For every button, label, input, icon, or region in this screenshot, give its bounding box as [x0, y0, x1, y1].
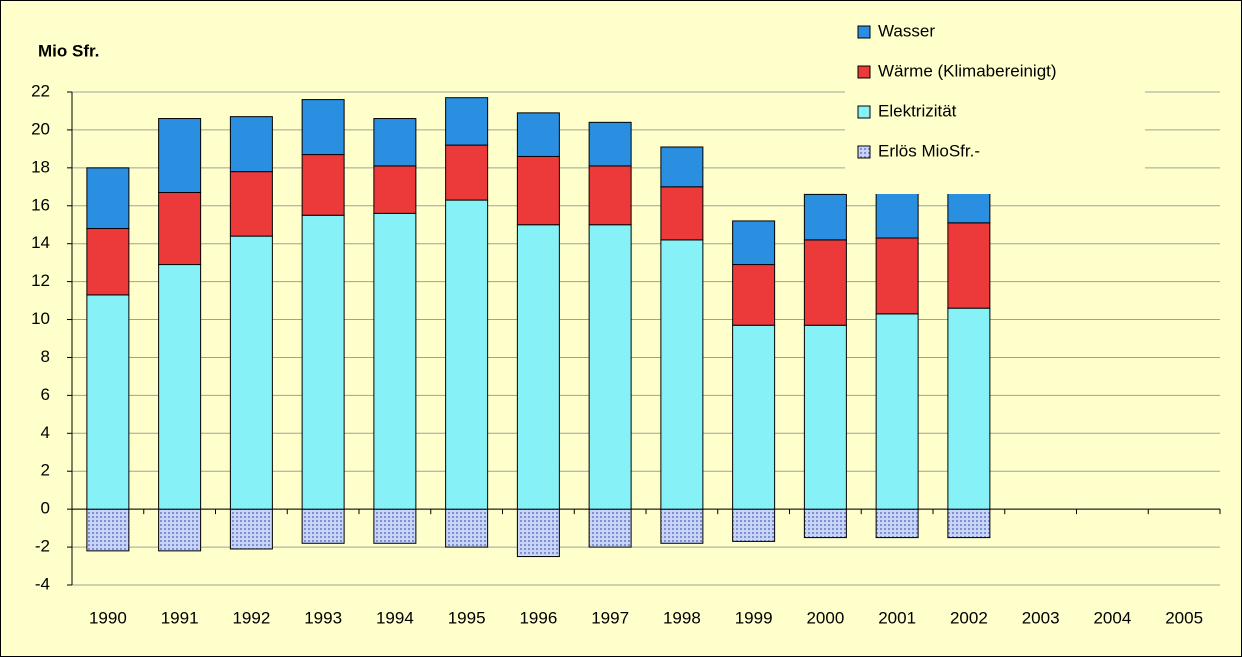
y-tick-label: 18 [31, 157, 50, 176]
bar-segment [803, 508, 847, 539]
y-tick-label: 20 [31, 119, 50, 138]
bar-segment [301, 99, 345, 156]
y-tick-label: 4 [41, 423, 50, 442]
bar-segment [229, 508, 273, 550]
bar-segment [875, 313, 919, 510]
bar-segment [86, 508, 130, 552]
legend-swatch [857, 105, 871, 119]
bar-segment [301, 154, 345, 216]
bar-segment [660, 239, 704, 510]
bar-segment [947, 307, 991, 510]
bar-segment [516, 508, 560, 558]
bar-segment [158, 118, 202, 193]
x-tick-label: 2001 [878, 608, 916, 627]
bar-segment [373, 212, 417, 510]
x-tick-label: 1992 [232, 608, 270, 627]
x-tick-label: 2004 [1093, 608, 1131, 627]
x-tick-label: 1999 [735, 608, 773, 627]
bar-segment [516, 112, 560, 157]
x-tick-label: 2003 [1022, 608, 1060, 627]
x-tick-label: 1990 [89, 608, 127, 627]
bar-segment [660, 146, 704, 188]
y-tick-label: 8 [41, 347, 50, 366]
legend-swatch [857, 145, 871, 159]
bar-segment [947, 508, 991, 539]
bar-segment [947, 222, 991, 309]
y-tick-label: 14 [31, 233, 50, 252]
x-tick-label: 1997 [591, 608, 629, 627]
legend-label: Wasser [878, 21, 935, 40]
bar-segment [373, 165, 417, 214]
bar-segment [516, 155, 560, 226]
bar-segment [732, 324, 776, 510]
x-tick-label: 1995 [448, 608, 486, 627]
bar-segment [86, 228, 130, 296]
y-tick-label: 16 [31, 195, 50, 214]
bar-segment [229, 235, 273, 510]
y-tick-label: -2 [35, 537, 50, 556]
bar-segment [588, 508, 632, 548]
y-tick-label: -4 [35, 574, 50, 593]
bar-segment [875, 508, 919, 539]
bar-segment [588, 121, 632, 167]
x-tick-label: 2005 [1165, 608, 1203, 627]
y-tick-label: 10 [31, 309, 50, 328]
legend-box [845, 14, 1145, 194]
y-tick-label: 12 [31, 271, 50, 290]
x-tick-label: 2002 [950, 608, 988, 627]
x-tick-label: 1994 [376, 608, 414, 627]
y-tick-label: 22 [31, 81, 50, 100]
legend-label: Erlös MioSfr.- [878, 141, 980, 160]
bar-segment [516, 224, 560, 510]
bar-segment [229, 171, 273, 237]
bar-segment [732, 508, 776, 542]
legend-label: Wärme (Klimabereinigt) [878, 61, 1057, 80]
bar-segment [373, 508, 417, 544]
bar-segment [301, 214, 345, 510]
bar-segment [588, 165, 632, 226]
bar-segment [732, 220, 776, 266]
bar-segment [445, 144, 489, 201]
bar-segment [86, 294, 130, 510]
bar-segment [875, 237, 919, 315]
bar-segment [732, 264, 776, 326]
bar-segment [158, 264, 202, 510]
bar-segment [301, 508, 345, 544]
bar-segment [158, 191, 202, 266]
y-tick-label: 0 [41, 499, 50, 518]
x-tick-label: 2000 [806, 608, 844, 627]
bar-segment [588, 224, 632, 510]
bar-segment [803, 193, 847, 241]
bar-segment [86, 167, 130, 230]
bar-segment [158, 508, 202, 552]
x-tick-label: 1991 [161, 608, 199, 627]
legend-swatch [857, 65, 871, 79]
x-tick-label: 1998 [663, 608, 701, 627]
bar-segment [445, 508, 489, 548]
bar-segment [445, 199, 489, 510]
bar-segment [660, 508, 704, 544]
bar-segment [803, 324, 847, 510]
x-tick-label: 1996 [519, 608, 557, 627]
x-tick-label: 1993 [304, 608, 342, 627]
bar-segment [875, 190, 919, 239]
y-axis-title: Mio Sfr. [38, 41, 99, 60]
y-tick-label: 6 [41, 385, 50, 404]
y-tick-label: 2 [41, 461, 50, 480]
bar-segment [445, 97, 489, 146]
legend-swatch [857, 25, 871, 39]
bar-segment [660, 186, 704, 241]
bar-segment [373, 118, 417, 167]
legend-label: Elektrizität [878, 101, 957, 120]
bar-segment [229, 116, 273, 173]
bar-segment [803, 239, 847, 326]
